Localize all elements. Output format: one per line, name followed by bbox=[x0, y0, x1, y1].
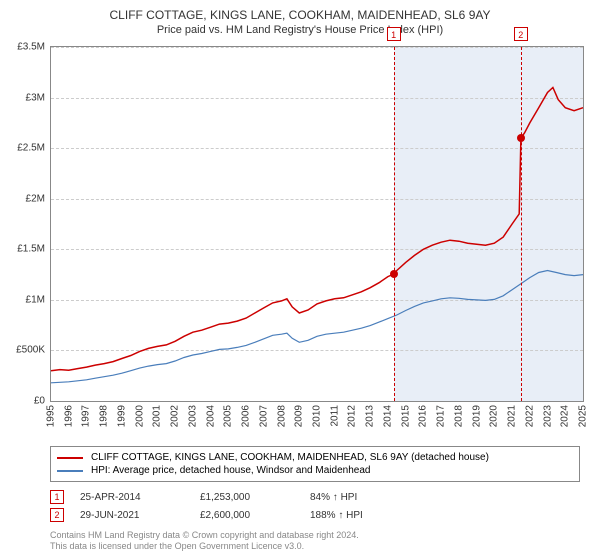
chart-lines-svg bbox=[51, 47, 583, 401]
sale-row-marker: 1 bbox=[50, 490, 64, 504]
x-tick-label: 2010 bbox=[312, 405, 323, 427]
chart-title: CLIFF COTTAGE, KINGS LANE, COOKHAM, MAID… bbox=[0, 0, 600, 22]
x-tick-label: 2017 bbox=[436, 405, 447, 427]
sales-table: 1 25-APR-2014£1,253,00084% ↑ HPI 2 29-JUN-2… bbox=[50, 488, 410, 524]
x-tick-label: 2019 bbox=[471, 405, 482, 427]
legend-label: HPI: Average price, detached house, Wind… bbox=[91, 465, 370, 476]
x-tick-label: 2004 bbox=[205, 405, 216, 427]
x-tick-label: 2014 bbox=[382, 405, 393, 427]
y-tick-label: £3.5M bbox=[17, 42, 45, 53]
legend-swatch bbox=[57, 457, 83, 459]
x-tick-label: 2016 bbox=[418, 405, 429, 427]
y-tick-label: £3M bbox=[26, 92, 45, 103]
plot-area: £0£500K£1M£1.5M£2M£2.5M£3M£3.5M199519961… bbox=[50, 46, 584, 402]
sale-dot bbox=[390, 270, 398, 278]
y-tick-label: £500K bbox=[16, 345, 45, 356]
legend-row: HPI: Average price, detached house, Wind… bbox=[57, 464, 573, 477]
x-tick-label: 2020 bbox=[489, 405, 500, 427]
chart-subtitle: Price paid vs. HM Land Registry's House … bbox=[0, 22, 600, 36]
sale-row: 2 29-JUN-2021£2,600,000188% ↑ HPI bbox=[50, 506, 410, 524]
x-tick-label: 2023 bbox=[542, 405, 553, 427]
x-tick-label: 1995 bbox=[46, 405, 57, 427]
sale-date: 25-APR-2014 bbox=[80, 492, 200, 503]
sale-dot bbox=[517, 134, 525, 142]
x-tick-label: 2007 bbox=[258, 405, 269, 427]
x-tick-label: 2018 bbox=[453, 405, 464, 427]
legend-row: CLIFF COTTAGE, KINGS LANE, COOKHAM, MAID… bbox=[57, 451, 573, 464]
sale-vline bbox=[521, 47, 522, 401]
x-tick-label: 1996 bbox=[63, 405, 74, 427]
series-hpi bbox=[51, 271, 583, 383]
sale-row: 1 25-APR-2014£1,253,00084% ↑ HPI bbox=[50, 488, 410, 506]
legend-swatch bbox=[57, 470, 83, 472]
legend: CLIFF COTTAGE, KINGS LANE, COOKHAM, MAID… bbox=[50, 446, 580, 482]
footer-attribution: Contains HM Land Registry data © Crown c… bbox=[50, 530, 359, 552]
x-tick-label: 2003 bbox=[187, 405, 198, 427]
x-tick-label: 2013 bbox=[365, 405, 376, 427]
sale-marker-box: 2 bbox=[514, 27, 528, 41]
series-property bbox=[51, 88, 583, 371]
x-tick-label: 2025 bbox=[578, 405, 589, 427]
x-tick-label: 2002 bbox=[170, 405, 181, 427]
x-tick-label: 2015 bbox=[400, 405, 411, 427]
sale-pct: 188% ↑ HPI bbox=[310, 510, 410, 521]
x-tick-label: 1997 bbox=[81, 405, 92, 427]
x-tick-label: 2001 bbox=[152, 405, 163, 427]
chart-container: CLIFF COTTAGE, KINGS LANE, COOKHAM, MAID… bbox=[0, 0, 600, 560]
footer-line2: This data is licensed under the Open Gov… bbox=[50, 541, 359, 552]
x-tick-label: 2024 bbox=[560, 405, 571, 427]
x-tick-label: 1999 bbox=[116, 405, 127, 427]
legend-label: CLIFF COTTAGE, KINGS LANE, COOKHAM, MAID… bbox=[91, 452, 489, 463]
x-tick-label: 1998 bbox=[99, 405, 110, 427]
sale-price: £1,253,000 bbox=[200, 492, 310, 503]
sale-date: 29-JUN-2021 bbox=[80, 510, 200, 521]
x-tick-label: 2022 bbox=[524, 405, 535, 427]
x-tick-label: 2008 bbox=[276, 405, 287, 427]
sale-vline bbox=[394, 47, 395, 401]
x-tick-label: 2009 bbox=[294, 405, 305, 427]
x-tick-label: 2000 bbox=[134, 405, 145, 427]
y-tick-label: £2M bbox=[26, 193, 45, 204]
x-tick-label: 2006 bbox=[241, 405, 252, 427]
y-tick-label: £1.5M bbox=[17, 244, 45, 255]
x-tick-label: 2012 bbox=[347, 405, 358, 427]
y-tick-label: £0 bbox=[34, 396, 45, 407]
sale-row-marker: 2 bbox=[50, 508, 64, 522]
x-tick-label: 2011 bbox=[329, 405, 340, 427]
y-tick-label: £1M bbox=[26, 294, 45, 305]
y-tick-label: £2.5M bbox=[17, 143, 45, 154]
sale-marker-box: 1 bbox=[387, 27, 401, 41]
x-tick-label: 2021 bbox=[507, 405, 518, 427]
footer-line1: Contains HM Land Registry data © Crown c… bbox=[50, 530, 359, 541]
sale-pct: 84% ↑ HPI bbox=[310, 492, 410, 503]
sale-price: £2,600,000 bbox=[200, 510, 310, 521]
x-tick-label: 2005 bbox=[223, 405, 234, 427]
